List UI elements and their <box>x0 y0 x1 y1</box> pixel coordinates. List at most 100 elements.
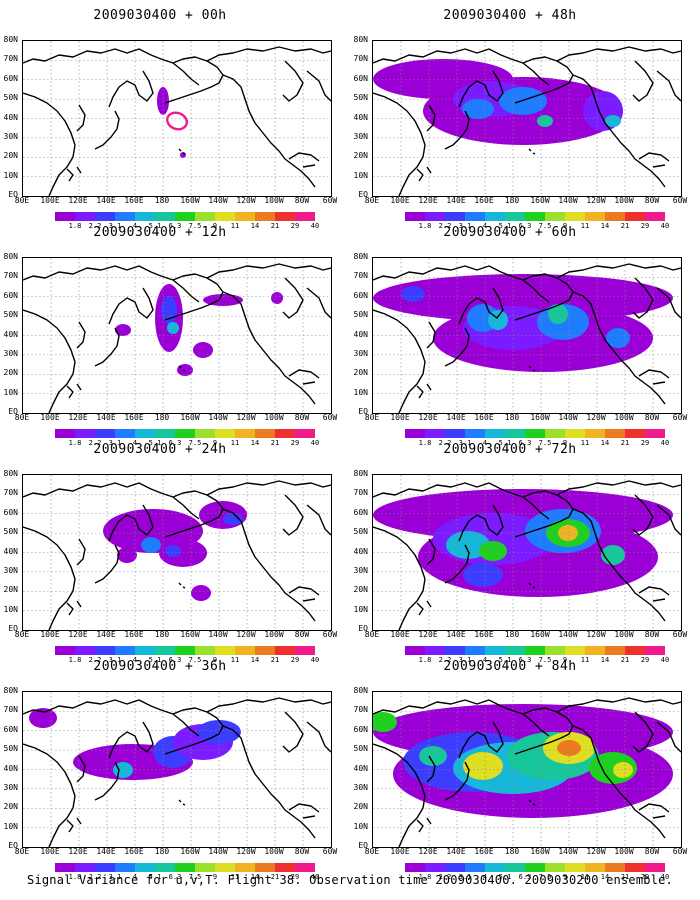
variance-region <box>161 296 177 324</box>
variance-region <box>462 99 494 119</box>
map-panel: 2009030400 + 48h 80N 70N 60N 50N 40N 30N 20N 10N… <box>350 8 700 230</box>
colorbar-label: 4 <box>482 873 488 881</box>
colorbar-swatch <box>275 212 295 221</box>
colorbar-label: 14 <box>250 656 260 664</box>
colorbar-swatch <box>505 429 525 438</box>
colorbar-swatch <box>545 646 565 655</box>
longitude-label: 180 <box>504 847 520 856</box>
longitude-label: 80W <box>294 847 310 856</box>
longitude-label: 180 <box>154 847 170 856</box>
coastline <box>288 803 320 819</box>
colorbar-label: 40 <box>310 656 320 664</box>
coastline <box>416 166 432 182</box>
latitude-label: 10N <box>353 821 368 831</box>
colorbar-label: 11 <box>580 222 590 230</box>
longitude-label: 100W <box>614 413 634 422</box>
coastline <box>206 263 331 279</box>
coastline <box>94 761 120 801</box>
coastline <box>458 70 504 108</box>
colorbar <box>55 212 315 221</box>
longitude-label: 80E <box>364 847 380 856</box>
coastline <box>66 600 82 616</box>
colorbar-swatch <box>445 646 465 655</box>
colorbar-swatch <box>235 429 255 438</box>
longitude-label: 140W <box>208 847 228 856</box>
coastline <box>23 265 200 303</box>
colorbar-label: 1.8 <box>68 873 82 881</box>
longitude-label: 120W <box>236 630 256 639</box>
colorbar-swatch <box>175 429 195 438</box>
longitude-label: 80W <box>644 196 660 205</box>
colorbar-swatch <box>565 212 585 221</box>
coastline <box>108 70 154 108</box>
colorbar-label: 7.5 <box>538 222 552 230</box>
longitude-label: 140E <box>446 630 466 639</box>
colorbar-label: 21 <box>620 222 630 230</box>
colorbar-label: 9 <box>562 439 568 447</box>
colorbar-label: 29 <box>640 656 650 664</box>
panel-title: 2009030400 + 60h <box>443 225 577 240</box>
latitude-label: 60N <box>353 290 368 300</box>
variance-region <box>271 292 283 304</box>
colorbar-label: 11 <box>580 439 590 447</box>
colorbar-label: 2.2 <box>438 439 452 447</box>
longitude-label: 160W <box>530 630 550 639</box>
map-canvas <box>373 692 681 847</box>
longitude-label: 80W <box>644 630 660 639</box>
latitude-label: 30N <box>3 131 18 141</box>
longitude-label: 140E <box>96 847 116 856</box>
longitude-label: 100W <box>614 630 634 639</box>
coastline <box>222 291 316 405</box>
colorbar-label: 11 <box>230 656 240 664</box>
longitude-label: 80W <box>644 413 660 422</box>
coastline <box>373 526 426 630</box>
latitude-label: 30N <box>353 131 368 141</box>
longitude-label: 140E <box>446 413 466 422</box>
longitude-label: 60W <box>322 413 338 422</box>
map-plot <box>22 691 332 848</box>
latitude-label: 60N <box>353 507 368 517</box>
coastline <box>282 494 304 536</box>
colorbar-swatch <box>525 429 545 438</box>
longitude-label: 100E <box>390 630 410 639</box>
coastline <box>76 755 86 783</box>
colorbar-swatch <box>645 429 665 438</box>
latitude-label: 70N <box>3 54 18 64</box>
colorbar-swatch <box>625 429 645 438</box>
variance-region <box>463 563 503 587</box>
colorbar-swatch <box>465 429 485 438</box>
coastline <box>222 508 316 622</box>
colorbar-label: 40 <box>660 873 670 881</box>
longitude-label: 120W <box>236 413 256 422</box>
colorbar-swatch <box>195 429 215 438</box>
longitude-label: 80E <box>14 413 30 422</box>
colorbar-label: 14 <box>600 656 610 664</box>
colorbar-swatch <box>175 863 195 872</box>
coastline <box>656 504 681 536</box>
colorbar-swatch <box>95 429 115 438</box>
map-plot <box>22 40 332 197</box>
colorbar-swatch <box>445 429 465 438</box>
colorbar-label: 2.2 <box>438 656 452 664</box>
colorbar-swatch <box>235 646 255 655</box>
latitude-label: 10N <box>3 170 18 180</box>
longitude-label: 100W <box>614 847 634 856</box>
colorbar-label: 21 <box>620 439 630 447</box>
coastline <box>178 799 186 806</box>
coastline <box>528 799 536 806</box>
longitude-label: 160W <box>180 413 200 422</box>
colorbar-swatch <box>135 646 155 655</box>
colorbar-label: 9 <box>212 222 218 230</box>
coastline <box>94 327 120 367</box>
coastline <box>23 92 76 196</box>
colorbar-swatch <box>135 429 155 438</box>
coastline <box>556 480 681 496</box>
latitude-label: 50N <box>353 527 368 537</box>
colorbar-swatch <box>645 646 665 655</box>
latitude-label: 20N <box>3 368 18 378</box>
colorbar-swatch <box>565 646 585 655</box>
longitude-label: 80E <box>14 847 30 856</box>
coastline <box>108 504 154 542</box>
colorbar-swatch <box>405 212 425 221</box>
colorbar <box>405 212 665 221</box>
